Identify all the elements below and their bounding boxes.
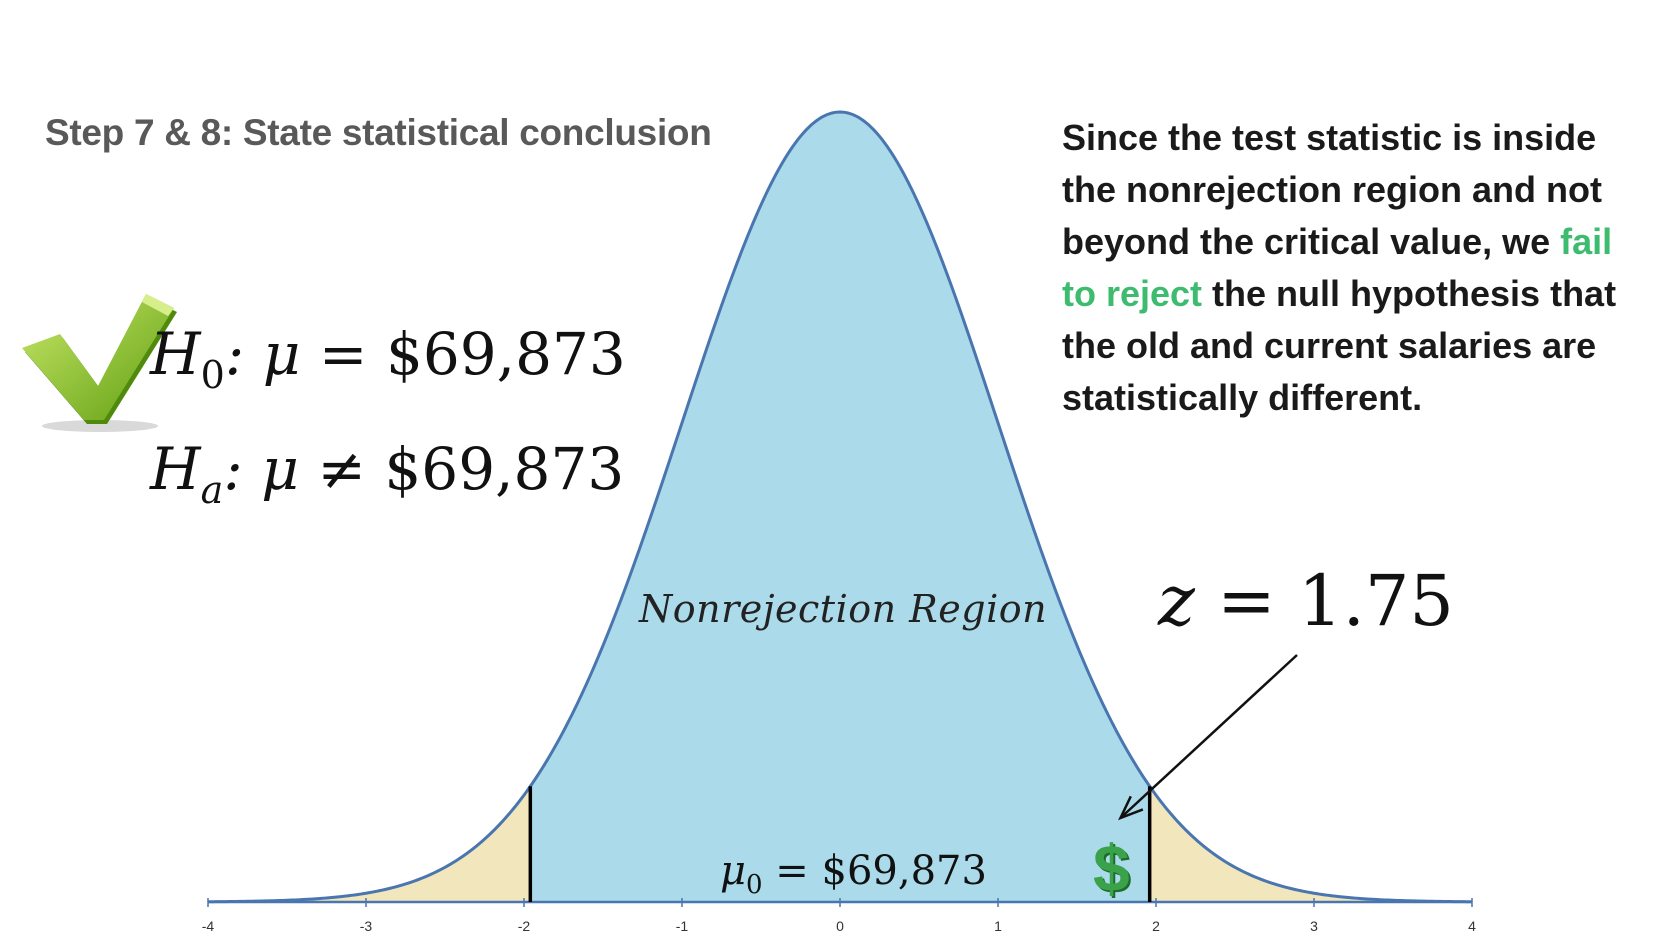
x-tick-label: -2: [518, 918, 531, 934]
nonrejection-region-label: Nonrejection Region: [639, 587, 1048, 631]
arrow-head-icon: [1118, 795, 1144, 821]
x-tick-label: 2: [1152, 918, 1160, 934]
nonrejection-region: [530, 112, 1150, 902]
x-tick-label: 1: [994, 918, 1002, 934]
x-tick-label: 0: [836, 918, 844, 934]
x-tick-label: -4: [202, 918, 215, 934]
x-tick-label: 4: [1468, 918, 1476, 934]
x-tick-label: -1: [676, 918, 689, 934]
distribution-curve: [207, 110, 1473, 904]
checkmark-icon: [22, 294, 177, 432]
x-tick-label: 3: [1310, 918, 1318, 934]
conclusion-text: Since the test statistic is inside the n…: [1062, 117, 1617, 418]
test-statistic-label: z = 1.75: [1158, 560, 1454, 642]
alternative-hypothesis: Ha: μ ≠ $69,873: [150, 435, 625, 512]
x-tick-label: -3: [360, 918, 373, 934]
null-hypothesis: H0: μ = $69,873: [150, 320, 626, 397]
conclusion-highlight: fail to reject: [1062, 221, 1613, 314]
mean-label: μ0 = $69,873: [720, 848, 987, 900]
dollar-sign-icon: $: [1093, 831, 1130, 905]
slide-title: Step 7 & 8: State statistical conclusion: [45, 112, 712, 153]
rejection-region-right: [1149, 786, 1472, 902]
test-statistic-arrow: [1119, 654, 1298, 819]
rejection-region-left: [208, 786, 531, 902]
